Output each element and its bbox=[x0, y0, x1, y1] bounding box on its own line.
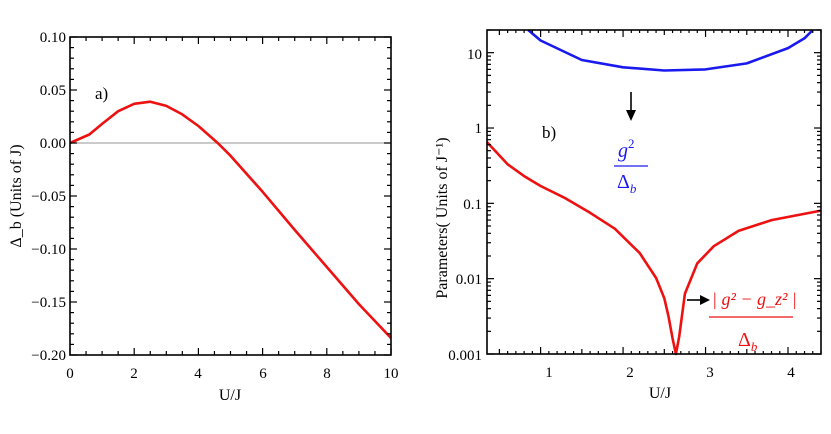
y-tick-label: −0.10 bbox=[31, 242, 66, 258]
y-tick-label: 0.05 bbox=[40, 83, 66, 99]
y-tick-label: −0.05 bbox=[31, 189, 66, 205]
x-tick-label: 6 bbox=[259, 366, 267, 382]
red-annotation-numerator: | g² − g_z² | bbox=[712, 289, 797, 309]
blue-annotation-numerator: g2 bbox=[618, 136, 635, 162]
panel-b-ticks bbox=[487, 29, 822, 355]
x-tick-label: 2 bbox=[130, 366, 138, 382]
blue-annotation: g2 Δb bbox=[614, 92, 648, 196]
x-tick-label: 10 bbox=[384, 366, 399, 382]
panel-b-x-tick-labels: 1 2 3 4 bbox=[545, 365, 795, 381]
panel-a-x-tick-labels: 0 2 4 6 8 10 bbox=[66, 366, 398, 382]
down-arrow-icon bbox=[626, 110, 636, 121]
x-tick-label: 4 bbox=[787, 365, 795, 381]
panel-b-y-axis-title: Parameters( Units of J⁻¹) bbox=[434, 137, 451, 298]
x-tick-label: 3 bbox=[706, 365, 714, 381]
x-tick-label: 1 bbox=[545, 365, 553, 381]
x-tick-label: 8 bbox=[323, 366, 331, 382]
y-tick-label: 0.001 bbox=[448, 348, 482, 364]
panel-a-y-tick-labels: 0.10 0.05 0.00 −0.05 −0.10 −0.15 −0.20 bbox=[31, 30, 66, 364]
panel-a-frame bbox=[69, 36, 392, 356]
panel-b-x-axis-title: U/J bbox=[649, 385, 671, 402]
right-arrow-icon bbox=[700, 295, 710, 305]
y-tick-label: 0.01 bbox=[456, 272, 482, 288]
y-tick-label: 0.00 bbox=[40, 136, 66, 152]
panel-a-series-line bbox=[69, 100, 392, 339]
x-tick-label: 2 bbox=[626, 365, 634, 381]
panel-a-label: a) bbox=[95, 84, 108, 103]
red-annotation: | g² − g_z² | Δb bbox=[687, 289, 797, 354]
panel-b-red-series-line bbox=[486, 141, 822, 356]
panel-a-y-axis-title: Δ_b (Units of J) bbox=[8, 144, 25, 247]
y-tick-label: 1 bbox=[475, 121, 483, 137]
panel-b-y-tick-labels: 10 1 0.1 0.01 0.001 bbox=[448, 47, 482, 364]
y-tick-label: 0.10 bbox=[40, 30, 66, 46]
red-annotation-denominator: Δb bbox=[738, 329, 758, 354]
panel-b: 1 2 3 4 10 1 0.1 0.01 0.001 U/J Paramete… bbox=[434, 29, 822, 402]
panel-b-blue-series-line bbox=[527, 29, 814, 72]
y-tick-label: −0.20 bbox=[31, 348, 66, 364]
y-tick-label: 10 bbox=[467, 47, 482, 63]
panel-b-frame bbox=[486, 29, 822, 355]
blue-annotation-denominator: Δb bbox=[617, 171, 637, 196]
panel-b-label: b) bbox=[542, 123, 556, 142]
panel-a-x-axis-title: U/J bbox=[219, 387, 241, 404]
x-tick-label: 0 bbox=[66, 366, 74, 382]
panel-a-ticks bbox=[69, 36, 392, 356]
y-tick-label: −0.15 bbox=[31, 295, 66, 311]
x-tick-label: 4 bbox=[194, 366, 202, 382]
y-tick-label: 0.1 bbox=[463, 197, 482, 213]
panel-a: 0 2 4 6 8 10 0.10 0.05 0.00 −0.05 −0.10 … bbox=[8, 30, 399, 404]
